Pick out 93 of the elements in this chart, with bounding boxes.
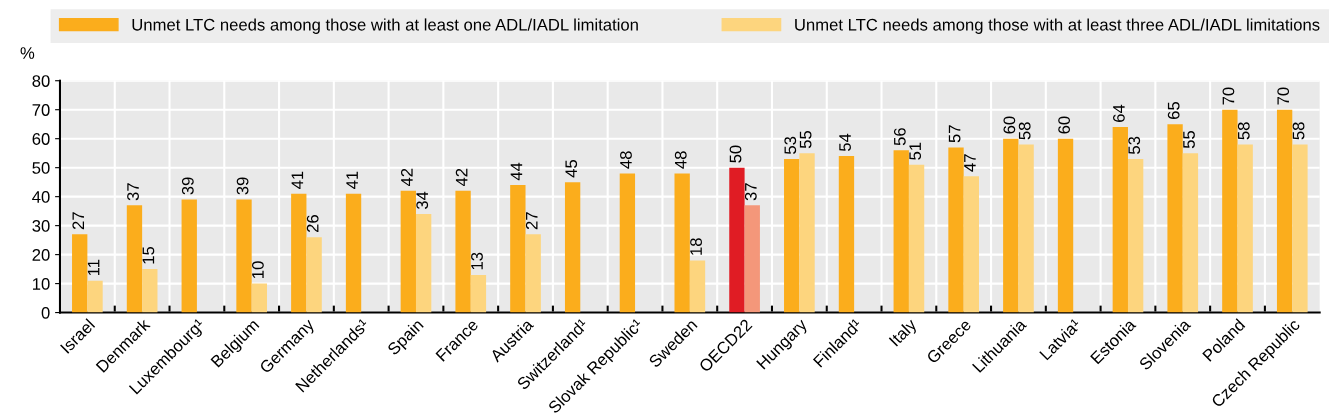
bar bbox=[689, 260, 706, 313]
data-label: 58 bbox=[1018, 122, 1031, 140]
data-label: 58 bbox=[1292, 122, 1305, 140]
data-label: 47 bbox=[964, 154, 976, 172]
bar bbox=[236, 199, 252, 313]
data-label: 42 bbox=[455, 168, 468, 187]
data-label: 48 bbox=[620, 151, 632, 169]
bar bbox=[674, 173, 690, 313]
bar bbox=[893, 150, 909, 313]
data-label: 60 bbox=[1003, 116, 1016, 134]
bar bbox=[1237, 144, 1253, 313]
y-tick-label: 0 bbox=[41, 306, 50, 319]
bar bbox=[525, 234, 541, 313]
data-label: 48 bbox=[674, 151, 687, 169]
bar bbox=[1018, 144, 1034, 313]
data-label: 44 bbox=[510, 162, 523, 181]
bar bbox=[1057, 138, 1074, 313]
bar bbox=[400, 190, 416, 313]
data-label: 42 bbox=[400, 168, 413, 187]
data-label: 53 bbox=[1128, 136, 1141, 154]
bar bbox=[142, 269, 158, 313]
bar bbox=[1127, 158, 1144, 313]
bar bbox=[291, 193, 307, 313]
bar bbox=[1003, 138, 1019, 313]
bar bbox=[1222, 109, 1238, 313]
data-label: 39 bbox=[236, 177, 249, 195]
data-label: 39 bbox=[181, 177, 194, 195]
data-label: 34 bbox=[416, 191, 429, 210]
bar bbox=[619, 173, 636, 313]
bar bbox=[1182, 153, 1199, 313]
bar bbox=[455, 190, 471, 313]
data-label: 45 bbox=[565, 159, 578, 178]
data-label: 58 bbox=[1237, 122, 1250, 140]
y-tick-label: 20 bbox=[32, 249, 50, 261]
data-label: 56 bbox=[893, 128, 906, 146]
y-tick-label: 10 bbox=[33, 277, 50, 290]
x-tick-label: Italy bbox=[888, 317, 920, 349]
y-tick-label: 50 bbox=[32, 162, 50, 174]
legend-label: Unmet LTC needs among those with at least three ADL/IADL limitations bbox=[795, 18, 1320, 34]
bar bbox=[181, 199, 197, 313]
data-label: 64 bbox=[1112, 104, 1125, 122]
data-label: 27 bbox=[72, 212, 85, 230]
bar bbox=[126, 205, 143, 313]
data-label: 55 bbox=[799, 130, 812, 149]
data-label: 51 bbox=[909, 142, 922, 160]
bar bbox=[838, 156, 855, 313]
bar bbox=[799, 153, 815, 313]
y-tick-label: 30 bbox=[32, 220, 50, 232]
bar bbox=[510, 185, 526, 313]
bar bbox=[345, 193, 362, 313]
data-label: 37 bbox=[127, 183, 139, 201]
data-label: 60 bbox=[1058, 116, 1071, 134]
bar bbox=[948, 147, 964, 313]
y-tick-label: 60 bbox=[32, 133, 50, 145]
bar bbox=[470, 274, 487, 313]
data-label: 55 bbox=[1183, 130, 1195, 149]
data-label: 50 bbox=[729, 145, 742, 163]
data-label: 13 bbox=[471, 252, 483, 270]
bar bbox=[1292, 144, 1308, 313]
data-label: 54 bbox=[839, 133, 851, 152]
data-label: 65 bbox=[1167, 102, 1180, 120]
data-label: 18 bbox=[690, 238, 702, 255]
bar bbox=[415, 214, 432, 313]
bar bbox=[729, 167, 745, 313]
data-label: 53 bbox=[784, 136, 797, 154]
data-label: 41 bbox=[291, 171, 304, 190]
data-label: 26 bbox=[306, 215, 319, 233]
bar bbox=[1167, 124, 1183, 313]
data-label: 10 bbox=[252, 261, 264, 278]
bar bbox=[963, 176, 980, 313]
data-label: 37 bbox=[744, 183, 757, 201]
data-label: 57 bbox=[948, 125, 961, 143]
bar bbox=[306, 237, 322, 313]
y-axis-title: % bbox=[20, 47, 35, 59]
data-label: 70 bbox=[1277, 87, 1290, 105]
bar bbox=[564, 182, 581, 313]
y-tick-label: 70 bbox=[32, 104, 50, 116]
data-label: 15 bbox=[142, 246, 155, 264]
y-tick-label: 80 bbox=[32, 75, 50, 87]
bar bbox=[251, 283, 268, 313]
bar bbox=[908, 164, 925, 313]
data-label: 11 bbox=[87, 259, 100, 276]
data-label: 41 bbox=[346, 171, 358, 190]
y-tick-label: 40 bbox=[32, 191, 50, 203]
bar bbox=[87, 280, 103, 313]
data-label: 27 bbox=[525, 212, 538, 230]
bar bbox=[72, 234, 88, 313]
bar bbox=[1276, 109, 1293, 313]
data-label: 70 bbox=[1222, 87, 1235, 105]
bar bbox=[784, 158, 800, 313]
bar bbox=[1112, 127, 1128, 313]
legend-label: Unmet LTC needs among those with at least one ADL/IADL limitation bbox=[132, 18, 638, 34]
bar bbox=[744, 205, 760, 313]
